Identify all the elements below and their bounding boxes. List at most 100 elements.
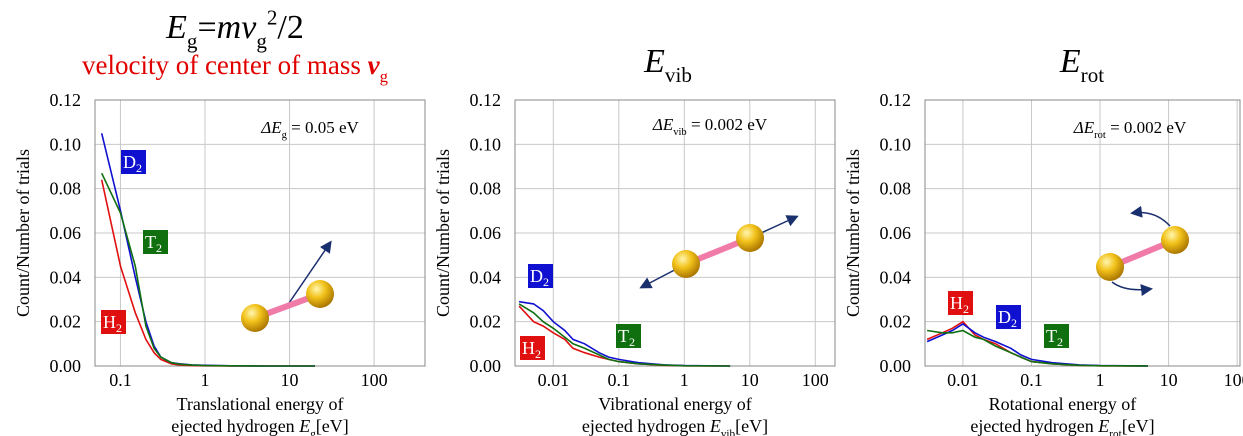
- legend-swatch: [101, 310, 126, 334]
- chart: Erot 0.00 0.02 0.04 0.06 0.08 0.10 0.12 0.01 0.1 1…: [843, 43, 1243, 436]
- text-part: g: [256, 29, 267, 53]
- y-tick-label: 0.12: [880, 90, 912, 110]
- chart-title: Evib: [643, 43, 692, 87]
- x-axis-label: ejected hydrogen Erot[eV]: [970, 416, 1154, 436]
- x-tick-label: 1: [201, 370, 210, 390]
- series-line: [100, 172, 315, 367]
- chart-subtitle: velocity of center of mass vg: [82, 50, 389, 86]
- x-tick-label: 100: [802, 370, 829, 390]
- annotation: ΔErot = 0.002 eV: [1073, 118, 1187, 141]
- y-axis-label: Count/Number of trials: [13, 149, 33, 317]
- legend-swatch: [616, 324, 641, 348]
- y-tick-label: 0.08: [50, 179, 82, 199]
- x-tick-label: 0.1: [109, 370, 132, 390]
- text-part: ejected hydrogen: [582, 416, 710, 436]
- x-tick-label: 0.1: [608, 370, 631, 390]
- legend-swatch: [143, 230, 168, 254]
- text-part: vib: [721, 428, 736, 436]
- y-axis-label: Count/Number of trials: [843, 149, 863, 317]
- x-tick-label: 0.1: [1020, 370, 1043, 390]
- y-tick-label: 0.06: [50, 223, 82, 243]
- x-tick-label: 100: [361, 370, 388, 390]
- y-tick-label: 0.02: [50, 312, 82, 332]
- text-part: g: [187, 29, 198, 53]
- legend-label: H2: [522, 338, 541, 361]
- legend-swatch: [528, 264, 553, 288]
- x-tick-label: 0.01: [947, 370, 979, 390]
- legend-swatch: [121, 150, 146, 174]
- annotation: ΔEg = 0.05 eV: [260, 118, 359, 141]
- molecule-translation: [241, 240, 334, 332]
- legend-swatch: [520, 336, 545, 360]
- text-part: E: [643, 43, 665, 80]
- text-part: velocity of center of mass: [82, 50, 368, 80]
- text-part: E: [298, 416, 310, 436]
- text-part: E: [165, 9, 187, 46]
- legend-label: H2: [103, 312, 122, 335]
- chart: Evib 0.00 0.02 0.04 0.06 0.08 0.10 0.12 0.01 0.1 1…: [433, 43, 836, 436]
- y-tick-label: 0.02: [880, 312, 912, 332]
- x-tick-label: 10: [741, 370, 759, 390]
- x-axis-label: Translational energy of: [177, 394, 344, 414]
- x-tick-label: 0.01: [538, 370, 570, 390]
- text-part: E: [709, 416, 721, 436]
- x-tick-label: 100: [1224, 370, 1243, 390]
- text-part: g: [282, 130, 288, 141]
- legend-label: D2: [998, 307, 1017, 330]
- x-tick-label: 1: [680, 370, 689, 390]
- x-axis-label: ejected hydrogen Evib[eV]: [582, 416, 768, 436]
- legend-swatch: [996, 305, 1021, 329]
- text-part: ejected hydrogen: [970, 416, 1098, 436]
- legend-label: T2: [145, 232, 162, 255]
- series-line: [518, 303, 731, 367]
- text-part: [eV]: [735, 416, 768, 436]
- x-tick-label: 10: [281, 370, 299, 390]
- y-tick-label: 0.00: [50, 356, 82, 376]
- text-part: ΔE: [1073, 118, 1095, 137]
- y-tick-label: 0.12: [470, 90, 502, 110]
- x-tick-label: 10: [1160, 370, 1178, 390]
- x-tick-label: 1: [1096, 370, 1105, 390]
- y-tick-label: 0.04: [470, 267, 502, 287]
- text-part: ΔE: [652, 115, 674, 134]
- y-tick-label: 0.00: [880, 356, 912, 376]
- molecule-rotation: [1096, 205, 1189, 297]
- text-part: rot: [1094, 130, 1106, 141]
- text-part: E: [1097, 416, 1109, 436]
- legend-label: D2: [123, 152, 142, 175]
- text-part: /2: [277, 9, 303, 46]
- chart-title: Erot: [1059, 43, 1104, 87]
- text-part: ΔE: [260, 118, 282, 137]
- y-tick-label: 0.02: [470, 312, 502, 332]
- x-axis-label: Rotational energy of: [989, 394, 1137, 414]
- y-tick-label: 0.08: [880, 179, 912, 199]
- y-tick-label: 0.08: [470, 179, 502, 199]
- legend-label: T2: [618, 326, 635, 349]
- y-tick-label: 0.10: [50, 134, 82, 154]
- y-tick-label: 0.06: [470, 223, 502, 243]
- legend-label: H2: [950, 293, 969, 316]
- legend-swatch: [1044, 324, 1069, 348]
- y-tick-label: 0.04: [880, 267, 912, 287]
- text-part: rot: [1081, 63, 1105, 87]
- series-line: [926, 329, 1149, 367]
- text-part: E: [1059, 43, 1081, 80]
- text-part: Translational energy of: [177, 394, 344, 414]
- series-line: [926, 320, 1149, 367]
- text-part: [eV]: [316, 416, 349, 436]
- text-part: rot: [1109, 428, 1122, 436]
- y-tick-label: 0.00: [470, 356, 502, 376]
- text-part: g: [310, 428, 316, 436]
- text-part: = 0.05 eV: [287, 118, 360, 137]
- y-tick-label: 0.06: [880, 223, 912, 243]
- annotation: ΔEvib = 0.002 eV: [652, 115, 768, 138]
- y-axis-label: Count/Number of trials: [433, 149, 453, 317]
- y-tick-label: 0.12: [50, 90, 82, 110]
- chart-title: Eg=mvg2/2: [165, 5, 304, 53]
- legend-swatch: [948, 291, 973, 315]
- text-part: v: [368, 50, 381, 80]
- text-part: [eV]: [1122, 416, 1155, 436]
- text-part: ejected hydrogen: [171, 416, 299, 436]
